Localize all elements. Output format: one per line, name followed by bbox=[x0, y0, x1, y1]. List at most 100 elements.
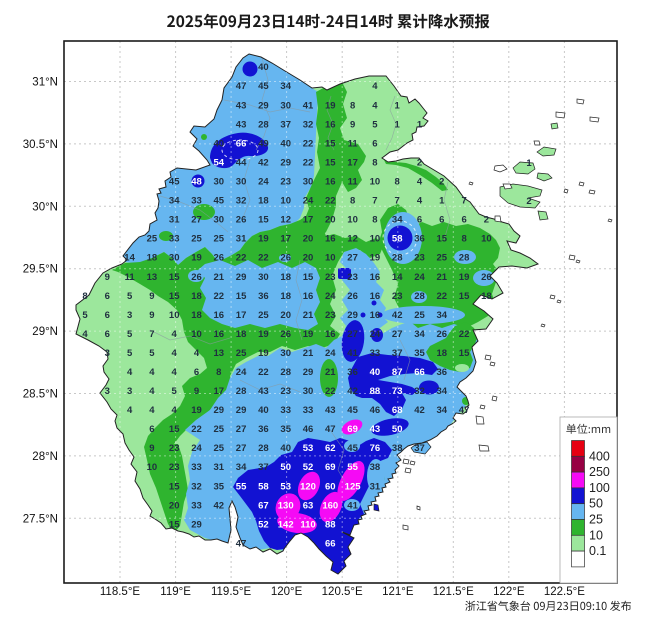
svg-text:15: 15 bbox=[236, 291, 247, 302]
svg-text:19: 19 bbox=[258, 348, 269, 359]
svg-text:4: 4 bbox=[194, 348, 200, 359]
svg-text:30: 30 bbox=[280, 100, 291, 111]
svg-text:8: 8 bbox=[372, 215, 377, 226]
svg-text:16: 16 bbox=[370, 272, 381, 283]
svg-text:76: 76 bbox=[370, 443, 381, 454]
svg-text:23: 23 bbox=[392, 291, 403, 302]
svg-text:46: 46 bbox=[370, 405, 381, 416]
svg-text:30: 30 bbox=[236, 177, 247, 188]
svg-text:8: 8 bbox=[216, 367, 221, 378]
svg-text:121°E: 121°E bbox=[382, 586, 414, 598]
svg-text:24: 24 bbox=[191, 443, 202, 454]
svg-text:5: 5 bbox=[372, 119, 378, 130]
svg-text:27: 27 bbox=[347, 329, 358, 340]
svg-text:16: 16 bbox=[214, 329, 225, 340]
svg-text:43: 43 bbox=[325, 405, 336, 416]
svg-text:30°N: 30°N bbox=[32, 201, 58, 213]
svg-text:24: 24 bbox=[258, 177, 269, 188]
svg-text:125: 125 bbox=[345, 481, 362, 492]
svg-text:24: 24 bbox=[325, 291, 336, 302]
svg-text:4: 4 bbox=[172, 367, 178, 378]
svg-text:21: 21 bbox=[303, 310, 314, 321]
svg-text:16: 16 bbox=[325, 119, 336, 130]
svg-text:34: 34 bbox=[392, 215, 403, 226]
svg-text:36: 36 bbox=[258, 291, 269, 302]
svg-text:30.5°N: 30.5°N bbox=[23, 139, 58, 151]
svg-text:27: 27 bbox=[236, 443, 247, 454]
svg-text:122°E: 122°E bbox=[493, 586, 525, 598]
svg-text:16: 16 bbox=[303, 291, 314, 302]
svg-text:10: 10 bbox=[589, 528, 603, 542]
svg-text:1: 1 bbox=[526, 158, 532, 169]
svg-text:37: 37 bbox=[392, 348, 403, 359]
svg-text:33: 33 bbox=[191, 196, 202, 207]
svg-text:9: 9 bbox=[105, 272, 110, 283]
svg-text:58: 58 bbox=[258, 481, 269, 492]
svg-text:4: 4 bbox=[149, 405, 155, 416]
svg-text:35: 35 bbox=[280, 424, 291, 435]
svg-text:66: 66 bbox=[414, 367, 425, 378]
svg-text:16: 16 bbox=[325, 329, 336, 340]
svg-text:55: 55 bbox=[347, 462, 358, 473]
svg-text:30: 30 bbox=[280, 348, 291, 359]
svg-text:46: 46 bbox=[303, 424, 314, 435]
svg-text:44: 44 bbox=[236, 157, 247, 168]
svg-text:20: 20 bbox=[325, 215, 336, 226]
svg-text:10: 10 bbox=[481, 234, 492, 245]
svg-text:5: 5 bbox=[127, 329, 133, 340]
svg-text:23: 23 bbox=[325, 272, 336, 283]
svg-text:29: 29 bbox=[214, 405, 225, 416]
svg-text:50: 50 bbox=[589, 497, 603, 511]
svg-text:34: 34 bbox=[236, 462, 247, 473]
svg-text:40: 40 bbox=[214, 138, 225, 149]
svg-text:6: 6 bbox=[372, 138, 377, 149]
svg-text:110: 110 bbox=[300, 519, 315, 530]
svg-text:15: 15 bbox=[169, 481, 180, 492]
svg-text:34: 34 bbox=[437, 386, 448, 397]
svg-text:3: 3 bbox=[127, 386, 132, 397]
svg-text:22: 22 bbox=[258, 253, 269, 264]
svg-text:30: 30 bbox=[214, 215, 225, 226]
svg-text:29°N: 29°N bbox=[32, 326, 58, 338]
svg-text:22: 22 bbox=[258, 367, 269, 378]
svg-text:25: 25 bbox=[214, 443, 225, 454]
svg-text:14: 14 bbox=[124, 253, 135, 264]
svg-text:22: 22 bbox=[214, 291, 225, 302]
svg-text:37: 37 bbox=[414, 443, 425, 454]
svg-text:25: 25 bbox=[258, 310, 269, 321]
svg-text:18: 18 bbox=[236, 329, 247, 340]
svg-text:35: 35 bbox=[414, 348, 425, 359]
svg-text:15: 15 bbox=[459, 348, 470, 359]
svg-text:4: 4 bbox=[127, 367, 133, 378]
svg-text:23: 23 bbox=[325, 310, 336, 321]
svg-text:6: 6 bbox=[149, 424, 154, 435]
svg-text:37: 37 bbox=[280, 119, 291, 130]
svg-text:33: 33 bbox=[303, 405, 314, 416]
svg-text:45: 45 bbox=[258, 81, 269, 92]
svg-text:17: 17 bbox=[347, 157, 358, 168]
svg-text:17: 17 bbox=[236, 310, 247, 321]
svg-text:160: 160 bbox=[322, 500, 338, 511]
svg-text:6: 6 bbox=[105, 329, 110, 340]
svg-text:47: 47 bbox=[236, 81, 247, 92]
svg-text:13: 13 bbox=[214, 348, 225, 359]
svg-text:68: 68 bbox=[392, 405, 403, 416]
svg-text:5: 5 bbox=[149, 348, 155, 359]
svg-text:43: 43 bbox=[236, 119, 247, 130]
svg-text:33: 33 bbox=[169, 234, 180, 245]
svg-text:34: 34 bbox=[414, 329, 425, 340]
svg-text:23: 23 bbox=[347, 272, 358, 283]
svg-text:42: 42 bbox=[347, 386, 358, 397]
svg-text:47: 47 bbox=[325, 424, 336, 435]
svg-text:24: 24 bbox=[236, 367, 247, 378]
svg-text:69: 69 bbox=[347, 424, 358, 435]
svg-text:50: 50 bbox=[280, 462, 291, 473]
svg-text:33: 33 bbox=[370, 348, 381, 359]
svg-text:22: 22 bbox=[459, 329, 470, 340]
svg-text:16: 16 bbox=[325, 234, 336, 245]
svg-text:4: 4 bbox=[149, 367, 155, 378]
svg-text:6: 6 bbox=[105, 291, 110, 302]
svg-text:36: 36 bbox=[258, 424, 269, 435]
svg-text:1: 1 bbox=[395, 100, 401, 111]
svg-text:23: 23 bbox=[169, 462, 180, 473]
